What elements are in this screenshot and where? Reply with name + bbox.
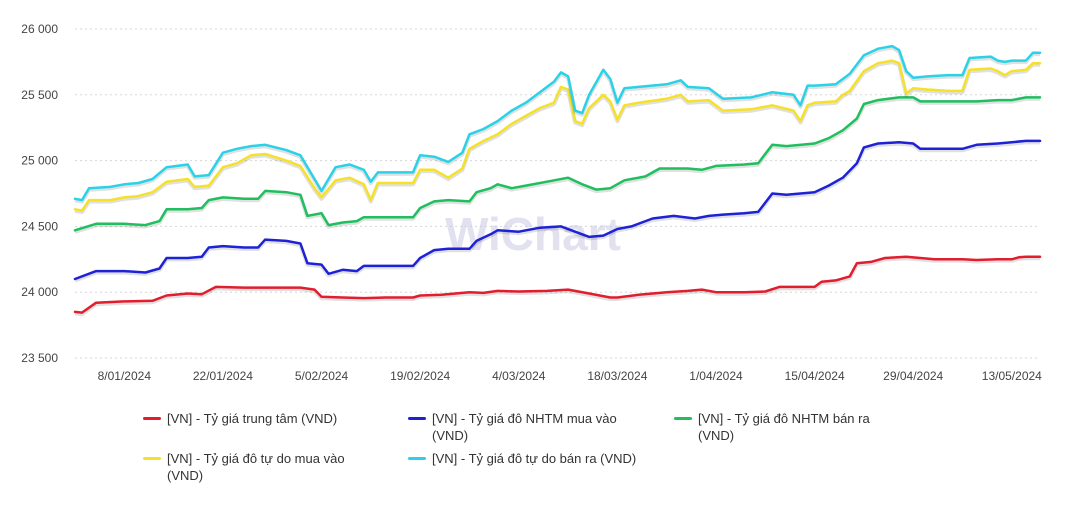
series-line-2[interactable] — [73, 139, 1042, 281]
x-tick-label: 4/03/2024 — [492, 369, 546, 383]
series-line-shadow — [74, 60, 1040, 215]
series-line-shadow — [74, 256, 1040, 317]
legend-label: [VN] - Tỷ giá đô tự do mua vào (VND) — [167, 450, 345, 484]
legend-swatch-central-rate — [143, 417, 161, 420]
legend-label-line: [VN] - Tỷ giá đô tự do bán ra (VND) — [432, 451, 637, 466]
legend-item-central-rate[interactable]: [VN] - Tỷ giá trung tâm (VND) — [143, 410, 337, 427]
exchange-rate-line-chart: WiChart 23 500 24 000 24 500 25 000 25 500 26… — [21, 22, 1043, 383]
gridlines — [75, 28, 1040, 359]
legend-swatch-bank-buy — [408, 417, 426, 420]
legend-label-line: [VN] - Tỷ giá đô NHTM mua vào — [432, 411, 617, 426]
y-tick-label: 26 000 — [21, 22, 58, 36]
series-line-shadow — [74, 140, 1040, 283]
series-line-4[interactable] — [73, 59, 1042, 212]
legend-label: [VN] - Tỷ giá trung tâm (VND) — [167, 410, 337, 427]
x-tick-label: 22/01/2024 — [193, 369, 253, 383]
x-tick-label: 18/03/2024 — [587, 369, 647, 383]
series-line-3[interactable] — [73, 96, 1042, 232]
y-tick-label: 23 500 — [21, 351, 58, 365]
legend-label: [VN] - Tỷ giá đô NHTM bán ra (VND) — [698, 410, 870, 444]
x-tick-label: 13/05/2024 — [982, 369, 1042, 383]
legend-swatch-free-sell — [408, 457, 426, 460]
legend-item-free-buy[interactable]: [VN] - Tỷ giá đô tự do mua vào (VND) — [143, 450, 345, 484]
legend-label-line: (VND) — [698, 428, 735, 443]
legend-label-line: (VND) — [432, 428, 469, 443]
series-lines — [73, 44, 1042, 317]
x-tick-label: 29/04/2024 — [883, 369, 943, 383]
chart-watermark: WiChart — [445, 208, 621, 260]
x-tick-label: 5/02/2024 — [295, 369, 349, 383]
x-tick-label: 8/01/2024 — [98, 369, 152, 383]
series-line-1[interactable] — [73, 255, 1042, 314]
legend-item-bank-sell[interactable]: [VN] - Tỷ giá đô NHTM bán ra (VND) — [674, 410, 870, 444]
x-tick-label: 1/04/2024 — [689, 369, 743, 383]
x-tick-label: 15/04/2024 — [785, 369, 845, 383]
legend-swatch-free-buy — [143, 457, 161, 460]
legend-item-bank-buy[interactable]: [VN] - Tỷ giá đô NHTM mua vào (VND) — [408, 410, 617, 444]
x-tick-label: 19/02/2024 — [390, 369, 450, 383]
series-line-5[interactable] — [73, 44, 1042, 202]
legend-swatch-bank-sell — [674, 417, 692, 420]
legend-label-line: [VN] - Tỷ giá đô tự do mua vào — [167, 451, 345, 466]
y-tick-label: 25 500 — [21, 88, 58, 102]
y-tick-label: 25 000 — [21, 154, 58, 168]
y-tick-label: 24 500 — [21, 219, 58, 233]
legend-label-line: [VN] - Tỷ giá đô NHTM bán ra — [698, 411, 870, 426]
y-tick-label: 24 000 — [21, 285, 58, 299]
x-axis-ticks: 8/01/2024 22/01/2024 5/02/2024 19/02/2024 4/… — [98, 369, 1043, 383]
legend-label: [VN] - Tỷ giá đô NHTM mua vào (VND) — [432, 410, 617, 444]
y-axis-ticks: 23 500 24 000 24 500 25 000 25 500 26 000 — [21, 22, 58, 365]
legend-item-free-sell[interactable]: [VN] - Tỷ giá đô tự do bán ra (VND) — [408, 450, 636, 467]
legend-label-line: (VND) — [167, 468, 204, 483]
legend-label-line: [VN] - Tỷ giá trung tâm (VND) — [167, 411, 338, 426]
legend-label: [VN] - Tỷ giá đô tự do bán ra (VND) — [432, 450, 636, 467]
